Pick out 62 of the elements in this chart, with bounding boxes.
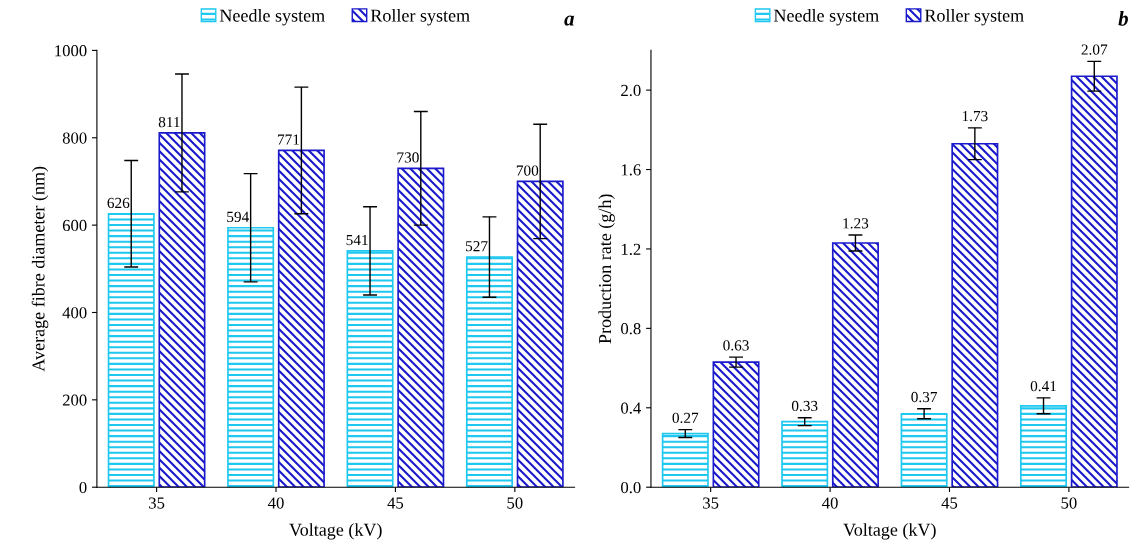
x-tick-label: 40: [268, 497, 284, 509]
x-tick-label: 35: [703, 497, 719, 509]
bar: [831, 242, 879, 488]
data-label: 527: [466, 241, 488, 252]
y-tick-label: 2.0: [621, 84, 641, 97]
y-tick-label: 0.4: [621, 402, 641, 414]
bar: [1070, 75, 1118, 488]
y-tick-label: 1.6: [621, 164, 641, 176]
data-label: 2.07: [1081, 44, 1108, 55]
bar: [227, 226, 275, 488]
bar: [277, 149, 325, 488]
data-label: 594: [227, 211, 249, 223]
bar: [712, 361, 760, 488]
data-label: 0.41: [1030, 380, 1056, 392]
chart-title: a: [564, 15, 575, 26]
data-label: 0.27: [672, 412, 699, 424]
y-axis-title: Average fibre diameter (nm): [31, 166, 49, 372]
bar: [900, 412, 948, 488]
data-label: 626: [107, 197, 130, 209]
bar: [107, 212, 155, 488]
legend-label: Roller system: [370, 8, 470, 26]
bar: [661, 432, 709, 488]
y-tick-label: 600: [62, 219, 87, 232]
x-axis-title: Voltage (kV): [843, 523, 936, 540]
bar: [158, 132, 206, 488]
legend-label: Needle system: [219, 8, 325, 26]
data-label: 541: [346, 234, 368, 246]
chart-title: b: [1118, 10, 1128, 26]
bar: [516, 180, 564, 488]
x-tick-label: 50: [1061, 497, 1077, 509]
bar: [951, 142, 999, 488]
bar: [465, 256, 513, 488]
bar: [781, 420, 829, 488]
data-label: 0.33: [791, 400, 818, 412]
x-tick-label: 50: [507, 497, 523, 509]
data-label: 0.63: [723, 340, 749, 351]
data-label: 0.37: [911, 391, 938, 403]
y-tick-label: 0.8: [621, 323, 641, 335]
y-tick-label: 1000: [55, 45, 87, 57]
y-tick-label: 200: [62, 394, 87, 406]
x-axis-title: Voltage (kV): [289, 523, 382, 540]
data-label: 1.73: [962, 110, 988, 122]
y-tick-label: 800: [62, 132, 87, 144]
bar: [346, 250, 394, 488]
x-tick-label: 35: [149, 497, 165, 509]
data-label: 730: [397, 152, 419, 163]
bar: [1019, 404, 1068, 488]
y-tick-label: 1.2: [621, 243, 641, 255]
legend-label: Needle system: [773, 8, 879, 26]
x-tick-label: 45: [387, 497, 404, 509]
data-label: 771: [278, 134, 300, 145]
y-axis-title: Production rate (g/h): [598, 194, 615, 344]
bar: [397, 167, 445, 488]
y-tick-label: 400: [62, 307, 87, 319]
y-tick-label: 0.0: [621, 481, 641, 494]
legend-label: Roller system: [924, 8, 1024, 26]
y-tick-label: 0: [79, 481, 87, 494]
x-tick-label: 40: [822, 497, 838, 509]
data-label: 811: [158, 116, 180, 128]
data-label: 700: [516, 165, 539, 176]
x-tick-label: 45: [941, 497, 958, 509]
data-label: 1.23: [843, 218, 869, 229]
